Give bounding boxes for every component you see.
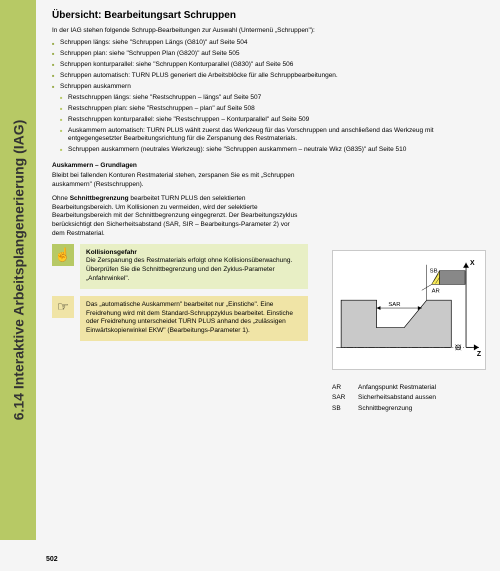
warning-icon: ☝	[52, 244, 74, 266]
bullet-item: Restschruppen konturparallel: siehe "Res…	[52, 116, 488, 124]
sidebar-tab: 6.14 Interaktive Arbeitsplangenerierung …	[0, 0, 36, 540]
warning-text: Die Zerspanung des Restmaterials erfolgt…	[86, 257, 292, 282]
paragraph: Ohne Schnittbegrenzung bearbeitet TURN P…	[52, 195, 300, 239]
legend-key: SB	[332, 404, 358, 414]
label-ar: AR	[432, 288, 440, 294]
axis-x: X	[470, 260, 475, 267]
turning-diagram: SB AR SAR Z X	[332, 250, 486, 370]
info-text: Das „automatische Auskammern" bearbeitet…	[86, 301, 293, 334]
info-callout: ☞ Das „automatische Auskammern" bearbeit…	[52, 296, 308, 341]
page-title: Übersicht: Bearbeitungsart Schruppen	[52, 10, 488, 21]
bullet-item: Schruppen auskammern	[52, 83, 488, 91]
legend-value: Sicherheitsabstand aussen	[358, 393, 436, 403]
axis-z: Z	[477, 351, 481, 358]
bullet-item: Schruppen auskammern (neutrales Werkzeug…	[52, 146, 488, 154]
bullet-item: Restschruppen plan: siehe "Restschruppen…	[52, 105, 488, 113]
info-icon: ☞	[52, 296, 74, 318]
warning-title: Kollisionsgefahr	[86, 249, 137, 256]
legend-row: SAR Sicherheitsabstand aussen	[332, 393, 486, 403]
bullet-item: Schruppen längs: siehe "Schruppen Längs …	[52, 39, 488, 47]
subheading: Auskammern – Grundlagen	[52, 162, 488, 169]
bullet-item: Restschruppen längs: siehe "Restschruppe…	[52, 94, 488, 102]
warning-callout: ☝ Kollisionsgefahr Die Zerspanung des Re…	[52, 244, 308, 289]
legend-row: AR Anfangspunkt Restmaterial	[332, 383, 486, 393]
sidebar-label: 6.14 Interaktive Arbeitsplangenerierung …	[10, 120, 26, 421]
legend-key: AR	[332, 383, 358, 393]
legend-row: SB Schnittbegrenzung	[332, 404, 486, 414]
diagram-area: SB AR SAR Z X AR Anfangspunkt Restmateri…	[332, 250, 486, 414]
diagram-legend: AR Anfangspunkt Restmaterial SAR Sicherh…	[332, 383, 486, 414]
label-sb: SB	[430, 269, 438, 275]
bullet-item: Schruppen konturparallel: siehe "Schrupp…	[52, 61, 488, 69]
info-body: Das „automatische Auskammern" bearbeitet…	[80, 296, 308, 341]
warning-body: Kollisionsgefahr Die Zerspanung des Rest…	[80, 244, 308, 289]
legend-value: Anfangspunkt Restmaterial	[358, 383, 436, 393]
legend-value: Schnittbegrenzung	[358, 404, 412, 414]
bullet-list: Schruppen längs: siehe "Schruppen Längs …	[52, 39, 488, 154]
bullet-item: Schruppen plan: siehe "Schruppen Plan (G…	[52, 50, 488, 58]
label-sar: SAR	[388, 302, 400, 308]
bullet-item: Schruppen automatisch: TURN PLUS generie…	[52, 72, 488, 80]
legend-key: SAR	[332, 393, 358, 403]
page-number: 502	[46, 556, 58, 563]
intro-text: In der IAG stehen folgende Schrupp-Bearb…	[52, 27, 488, 34]
bullet-item: Auskammern automatisch: TURN PLUS wählt …	[52, 127, 488, 144]
paragraph: Bleibt bei fallenden Konturen Restmateri…	[52, 172, 300, 190]
